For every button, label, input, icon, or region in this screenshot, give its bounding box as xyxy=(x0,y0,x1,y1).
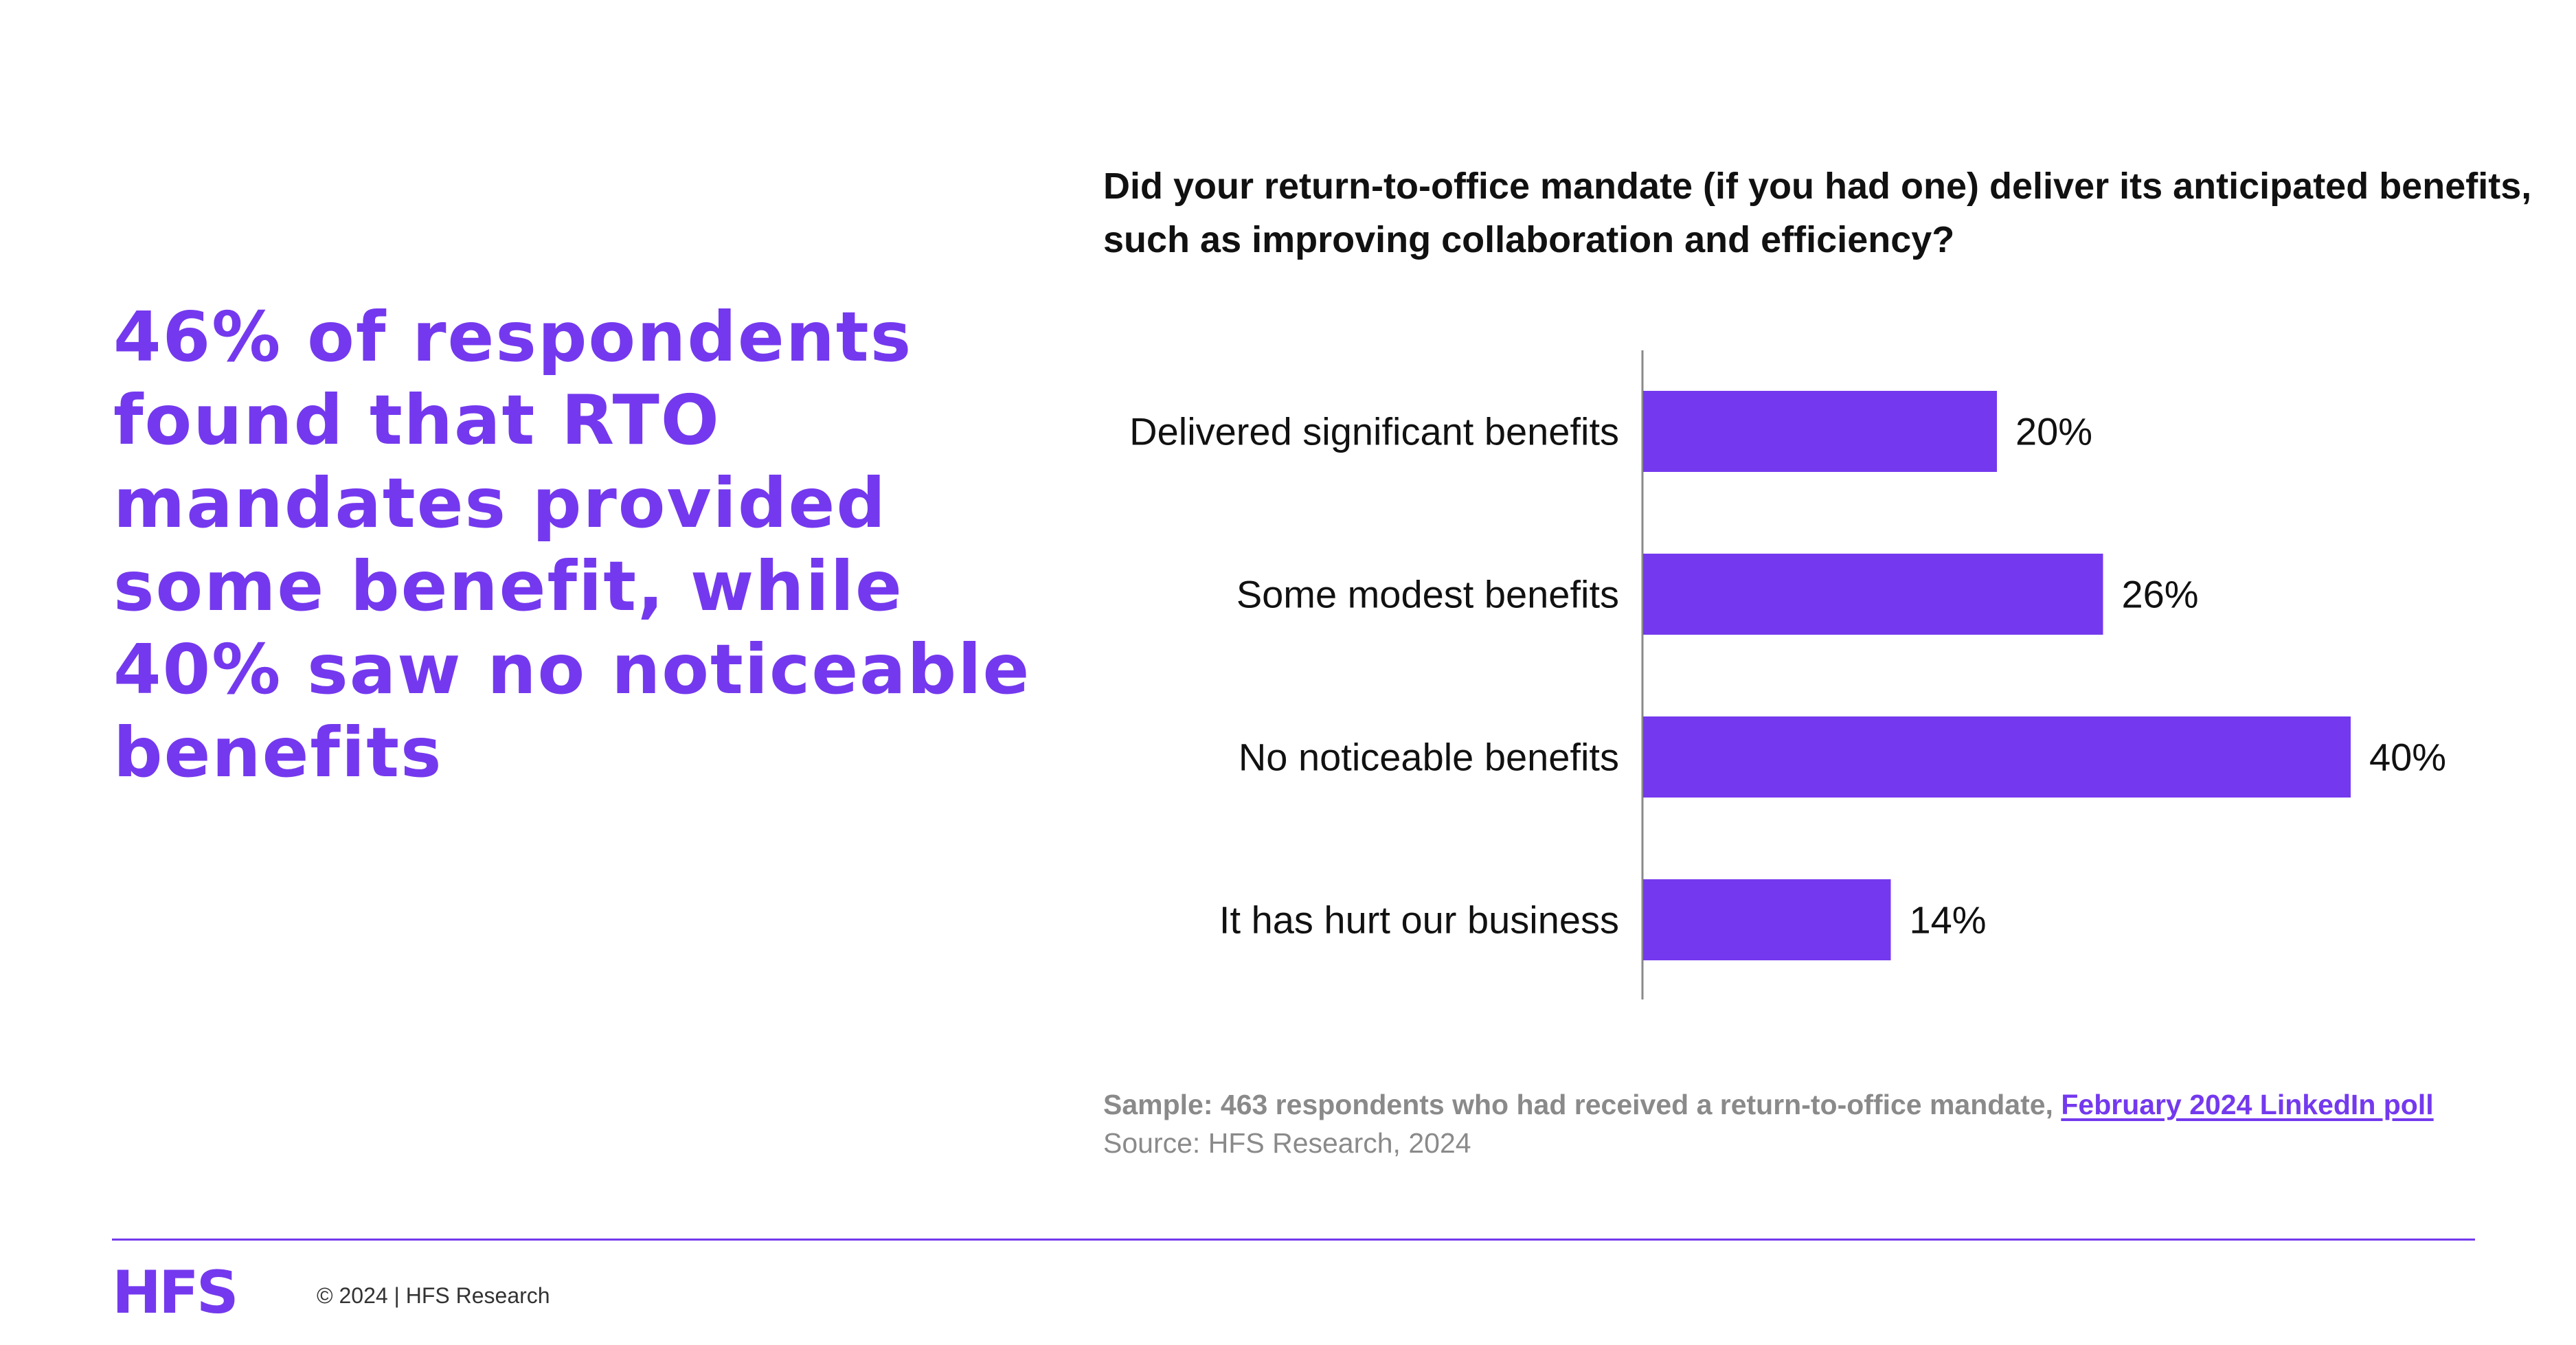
chart-footnote: Sample: 463 respondents who had received… xyxy=(1103,1085,2434,1162)
category-label: No noticeable benefits xyxy=(1239,736,1619,779)
headline: 46% of respondents found that RTO mandat… xyxy=(113,297,1031,793)
copyright-text: © 2024 | HFS Research xyxy=(317,1283,550,1308)
footer-divider xyxy=(112,1239,2475,1241)
sample-text: Sample: 463 respondents who had received… xyxy=(1103,1089,2053,1120)
category-label: It has hurt our business xyxy=(1219,898,1619,942)
bar xyxy=(1643,391,1997,472)
data-label: 40% xyxy=(2369,736,2446,779)
chart-title: Did your return-to-office mandate (if yo… xyxy=(1103,166,2532,260)
bar xyxy=(1643,879,1891,960)
hfs-logo: HFS xyxy=(112,1258,239,1327)
linkedin-poll-link[interactable]: February 2024 LinkedIn poll xyxy=(2061,1089,2434,1120)
source-text: Source: HFS Research, 2024 xyxy=(1103,1127,1471,1159)
bar xyxy=(1643,716,2351,798)
data-label: 14% xyxy=(1910,898,1987,942)
bar xyxy=(1643,554,2103,635)
data-label: 20% xyxy=(2015,410,2092,453)
category-label: Some modest benefits xyxy=(1236,573,1619,616)
sample-note: Sample: 463 respondents who had received… xyxy=(1103,1085,2434,1124)
category-label: Delivered significant benefits xyxy=(1129,410,1619,453)
data-label: 26% xyxy=(2122,573,2199,616)
